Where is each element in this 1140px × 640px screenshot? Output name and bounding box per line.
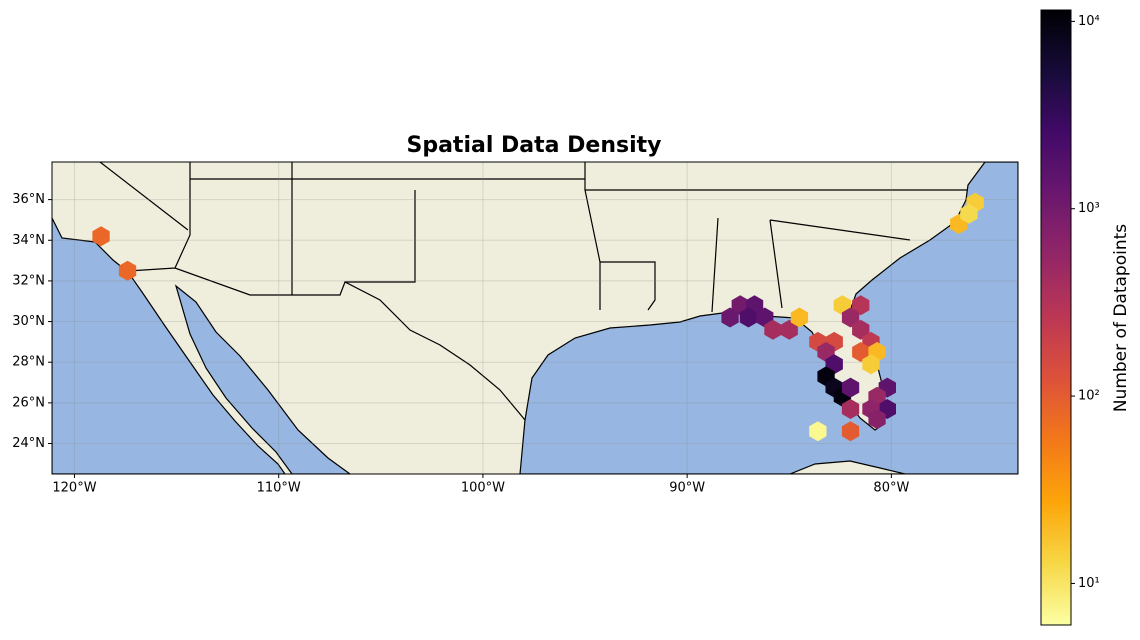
- colorbar: [1040, 9, 1072, 626]
- colorbar-tick-label: 10¹: [1078, 576, 1100, 591]
- x-tick-label: 90°W: [669, 481, 705, 496]
- y-tick-label: 36°N: [12, 192, 45, 207]
- hexbin: [960, 203, 978, 224]
- hexbin: [118, 260, 137, 281]
- y-tick-label: 28°N: [12, 355, 45, 370]
- hexbin: [841, 307, 860, 328]
- hexbins: [92, 192, 984, 442]
- hexbin: [841, 399, 860, 419]
- hexbin: [868, 409, 886, 430]
- cuba: [789, 460, 906, 474]
- y-tick-label: 30°N: [12, 314, 45, 329]
- hexbin: [721, 307, 739, 328]
- pacific-ocean: [52, 217, 286, 474]
- hexbin: [780, 319, 798, 340]
- x-tick-label: 120°W: [52, 481, 96, 496]
- hexbin: [739, 307, 758, 328]
- hexbin: [852, 295, 870, 316]
- colorbar-tick-label: 10²: [1078, 389, 1100, 404]
- x-tick-label: 110°W: [257, 481, 301, 496]
- y-tick-label: 24°N: [12, 436, 45, 451]
- hexbin: [841, 377, 860, 398]
- hexbin: [841, 421, 860, 442]
- map: [52, 162, 1018, 474]
- hexbin: [862, 354, 880, 375]
- colorbar-tick-label: 10⁴: [1078, 14, 1100, 29]
- chart-title: Spatial Data Density: [406, 133, 661, 158]
- map-frame: [51, 161, 1019, 475]
- gulf-of-california: [174, 284, 352, 474]
- colorbar-label: Number of Datapoints: [1111, 224, 1131, 412]
- hexbin: [790, 307, 809, 328]
- y-tick-label: 32°N: [12, 273, 45, 288]
- borders: [99, 162, 968, 421]
- hexbin: [764, 319, 782, 340]
- hexbin: [809, 421, 827, 442]
- hexbin: [92, 226, 110, 247]
- x-tick-label: 80°W: [873, 481, 909, 496]
- x-tick-label: 100°W: [461, 481, 505, 496]
- y-tick-label: 34°N: [12, 233, 45, 248]
- colorbar-tick-label: 10³: [1078, 201, 1100, 216]
- y-tick-label: 26°N: [12, 395, 45, 410]
- hexbin: [852, 319, 870, 340]
- hexbin: [852, 342, 870, 362]
